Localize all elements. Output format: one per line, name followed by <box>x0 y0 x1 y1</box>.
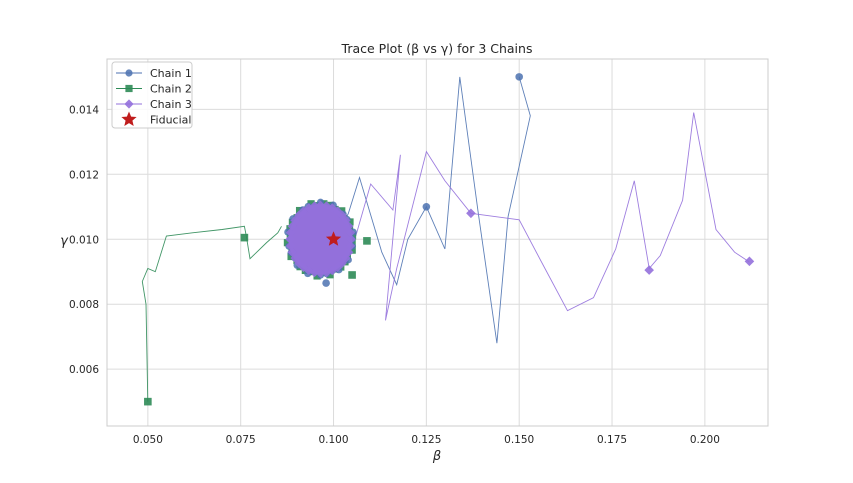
chain2-cluster-point <box>283 239 292 247</box>
chain1-trace-line <box>336 76 531 344</box>
y-tick-label: 0.010 <box>69 234 99 246</box>
axis-layer <box>106 58 769 427</box>
chain2-cluster-point <box>320 200 328 208</box>
chain3-cluster-point <box>327 203 337 213</box>
x-tick-label: 0.125 <box>411 434 441 446</box>
chain3-cluster-point <box>321 268 332 278</box>
legend-entries: Chain 1 Chain 2 Chain 3 Fiducial <box>116 67 192 127</box>
chain2-point <box>240 233 249 242</box>
chain1-point <box>322 279 330 287</box>
chain2-legend-marker <box>125 84 133 93</box>
chart-title: Trace Plot (β vs γ) for 3 Chains <box>341 41 533 56</box>
chain3-cluster-point <box>287 221 297 231</box>
x-tick-label: 0.150 <box>504 434 534 446</box>
chain2-cluster-point <box>287 252 295 261</box>
chain2-point <box>348 271 356 279</box>
fiducial-legend-marker <box>121 111 137 126</box>
chain3-legend-marker <box>124 99 134 109</box>
chain1-legend-marker <box>125 69 133 77</box>
chain3-point <box>644 265 654 275</box>
chain3-cluster-point <box>346 234 356 244</box>
chain3-cluster-point <box>341 215 351 225</box>
chain2-trace-line <box>141 225 282 402</box>
chain3-point <box>744 256 755 267</box>
chain3-cluster-point <box>294 258 304 268</box>
grid-layer <box>107 59 768 426</box>
tick-label-layer: 0.050 0.075 0.100 0.125 0.150 0.175 0.200 0.006… <box>69 104 720 446</box>
chain2-cluster-point <box>307 200 315 208</box>
chain1-point <box>422 202 431 211</box>
legend: Chain 1 Chain 2 Chain 3 Fiducial <box>111 61 193 129</box>
chain3-cluster-point <box>327 266 337 276</box>
x-tick-label: 0.100 <box>318 434 348 446</box>
y-tick-label: 0.006 <box>69 364 99 376</box>
chain3-legend-label: Chain 3 <box>150 98 192 111</box>
x-tick-label: 0.050 <box>133 434 163 446</box>
y-axis-label: γ <box>60 234 69 249</box>
chain3-cluster-point <box>315 268 326 278</box>
x-tick-label: 0.175 <box>597 434 627 446</box>
chain3-cluster-point <box>345 241 356 251</box>
chain1-point <box>515 73 523 81</box>
plot-frame <box>106 58 769 427</box>
y-tick-label: 0.012 <box>69 169 99 181</box>
fiducial-star-marker <box>325 231 342 246</box>
chain2-point <box>363 237 371 245</box>
chain3-cluster-point <box>285 241 296 251</box>
chain3-point <box>466 208 476 219</box>
series-layer <box>141 73 755 406</box>
fiducial-legend-label: Fiducial <box>150 114 191 127</box>
chain3-cluster-point <box>337 210 347 220</box>
chain3-cluster-point <box>285 234 295 244</box>
x-tick-label: 0.200 <box>690 434 720 446</box>
chain3-cluster-point <box>341 253 351 263</box>
y-tick-label: 0.014 <box>69 104 99 116</box>
chain3-cluster-point <box>309 201 320 211</box>
chain3-cluster-point <box>345 228 356 238</box>
chain2-cluster-point <box>346 218 354 226</box>
chain3-cluster-point <box>315 200 326 210</box>
chain3-cluster-point <box>287 247 297 257</box>
chain2-point <box>144 397 152 406</box>
chain2-legend-label: Chain 2 <box>150 83 192 96</box>
chain3-cluster-fill <box>288 204 353 275</box>
chain3-trace-line <box>355 112 750 321</box>
x-axis-label: β <box>432 449 441 464</box>
chain3-cluster-point <box>294 210 304 220</box>
x-tick-label: 0.075 <box>226 434 256 446</box>
chain3-cluster-point <box>332 206 343 216</box>
y-tick-label: 0.008 <box>69 299 99 311</box>
chain2-cluster-point <box>348 246 356 254</box>
chain1-legend-label: Chain 1 <box>150 67 192 80</box>
chain3-cluster-point <box>344 221 354 231</box>
legend-box <box>111 61 193 129</box>
chain3-cluster-point <box>285 228 296 238</box>
